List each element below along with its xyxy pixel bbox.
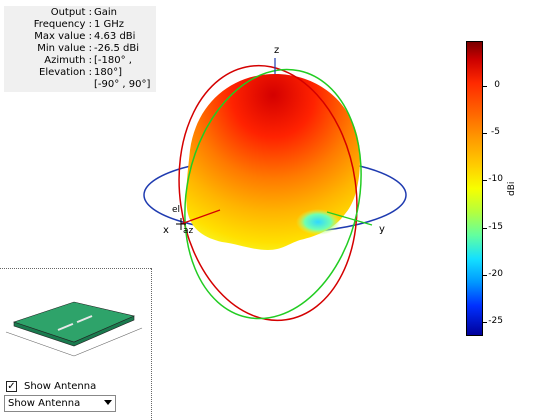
y-axis-label: y — [379, 224, 385, 235]
colorbar-tick-label: -25 — [488, 316, 503, 326]
dropdown-value: Show Antenna — [8, 398, 81, 409]
z-axis-label: z — [274, 45, 280, 56]
info-panel: Output : Gain Frequency : 1 GHz Max valu… — [4, 6, 156, 92]
info-row-elevation-range: [-90° , 90°] — [94, 79, 151, 90]
info-row-max: Max value : 4.63 dBi — [34, 31, 136, 42]
colorbar-tick-label: -20 — [488, 269, 503, 279]
colorbar-tick-mark — [483, 133, 487, 134]
radiation-lobe-surface — [186, 74, 360, 250]
x-axis-label: x — [163, 225, 169, 236]
info-row-min: Min value : -26.5 dBi — [37, 43, 140, 54]
colorbar-tick-label: -10 — [488, 174, 503, 184]
antenna-preview[interactable] — [0, 270, 150, 378]
colorbar — [466, 41, 483, 336]
elevation-axis-label: el — [172, 205, 181, 215]
colorbar-tick-label: -5 — [491, 127, 500, 137]
antenna-board-top — [13, 301, 135, 343]
colorbar-tick-mark — [483, 180, 487, 181]
antenna-panel-border-top — [0, 268, 151, 269]
antenna-display-dropdown[interactable]: Show Antenna — [4, 395, 116, 412]
board-shadow-edge — [5, 331, 75, 357]
colorbar-tick-mark — [483, 322, 487, 323]
info-row-output: Output : Gain — [50, 7, 117, 18]
show-antenna-toggle[interactable]: ✓ Show Antenna — [4, 380, 124, 394]
elevation-cut-red — [178, 64, 358, 322]
lobe-null-region — [296, 209, 340, 235]
chevron-down-icon[interactable] — [104, 400, 112, 405]
elevation-cut-green — [184, 68, 362, 320]
colorbar-unit-label: dBi — [507, 181, 517, 196]
dipole-gap — [72, 321, 78, 325]
colorbar-tick-mark — [483, 275, 487, 276]
board-shadow-edge — [73, 327, 143, 357]
colorbar-tick-mark — [483, 228, 487, 229]
info-row-azimuth: Azimuth : [-180° , — [44, 55, 132, 66]
y-axis — [326, 211, 373, 226]
info-row-frequency: Frequency : 1 GHz — [33, 19, 125, 30]
x-axis — [180, 209, 221, 225]
azimuth-axis-label: az — [183, 226, 194, 236]
colorbar-tick-label: -15 — [488, 222, 503, 232]
show-antenna-checkbox[interactable]: ✓ — [6, 381, 17, 392]
show-antenna-label: Show Antenna — [24, 381, 97, 392]
antenna-panel-border-right — [151, 268, 152, 420]
colorbar-tick-label: 0 — [494, 80, 500, 90]
colorbar-tick-mark — [483, 86, 487, 87]
info-row-elevation: Elevation : 180°] — [39, 67, 122, 78]
